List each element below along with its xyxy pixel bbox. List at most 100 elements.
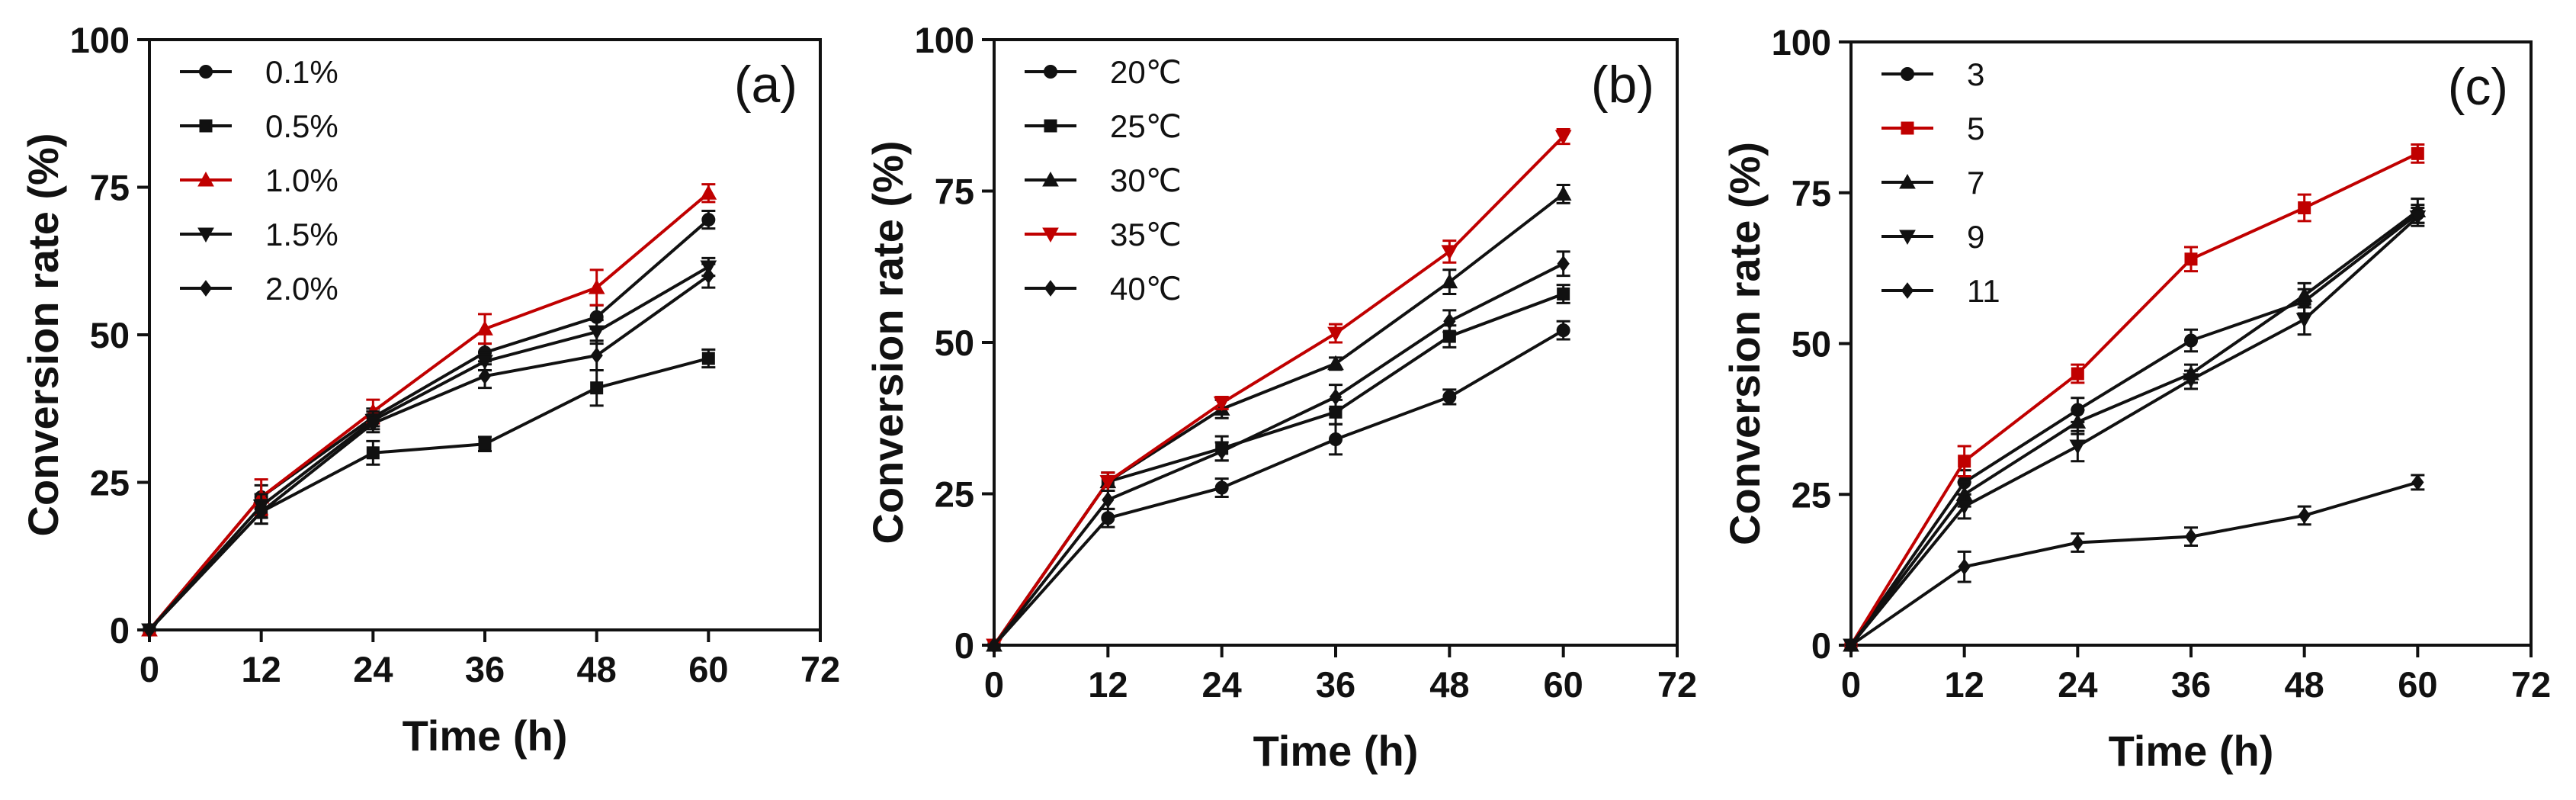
data-point [1101, 511, 1115, 525]
data-point [1554, 130, 1572, 146]
legend-item: 1.0% [180, 162, 338, 198]
panel-label: (b) [1591, 56, 1654, 114]
x-tick-label: 24 [1202, 664, 1242, 705]
data-point [987, 637, 1001, 654]
data-point [1213, 396, 1230, 412]
x-tick-label: 36 [1316, 664, 1355, 705]
data-point [476, 355, 493, 370]
legend-marker [1044, 280, 1057, 297]
y-tick-label: 50 [935, 323, 974, 363]
legend-label: 0.5% [265, 108, 338, 144]
series-line [993, 135, 1565, 647]
series-1 [987, 320, 1570, 652]
legend-item: 0.5% [180, 108, 338, 144]
legend-item: 9 [1881, 219, 1984, 255]
legend-marker [1901, 121, 1914, 135]
chart-panel-1: 0 25 50 75 100 0 12 24 36 48 60 72 Time (h) Conversio… [19, 20, 840, 760]
panel-label: (c) [2448, 58, 2508, 116]
data-point [1958, 558, 1971, 576]
legend-marker [1042, 171, 1059, 187]
legend-item: 7 [1881, 165, 1984, 201]
x-tick-label: 72 [800, 649, 840, 689]
data-point [1443, 313, 1456, 330]
data-point [701, 352, 715, 365]
data-point [1099, 475, 1117, 490]
legend-label: 25℃ [1110, 108, 1182, 144]
x-tick-label: 24 [2058, 664, 2097, 705]
legend-item: 25℃ [1025, 108, 1182, 144]
x-tick-label: 72 [1657, 664, 1697, 705]
data-point [2184, 528, 2198, 545]
series-line [993, 292, 1564, 647]
data-point [590, 381, 604, 395]
x-tick-label: 0 [984, 664, 1004, 705]
data-point [1214, 480, 1229, 495]
data-point [700, 185, 717, 200]
x-tick-label: 12 [242, 649, 281, 689]
legend-label: 30℃ [1110, 162, 1182, 198]
legend-marker [1901, 67, 1914, 81]
data-point [478, 437, 492, 451]
x-tick-label: 12 [1088, 664, 1128, 705]
data-point [1327, 355, 1344, 371]
data-point [2409, 210, 2427, 226]
data-point [1844, 637, 1858, 654]
y-tick-label: 100 [915, 20, 974, 60]
series-line [993, 192, 1564, 647]
data-point [2184, 252, 2198, 266]
series-line [148, 191, 710, 631]
legend-item: 1.5% [180, 217, 338, 252]
legend-marker [199, 119, 213, 133]
x-tick-label: 24 [353, 649, 393, 689]
legend-label: 5 [1967, 111, 1984, 146]
data-point [2071, 534, 2084, 551]
series-line [148, 265, 710, 631]
data-point [1441, 245, 1458, 260]
data-point [2411, 146, 2424, 160]
series-5 [987, 250, 1570, 654]
legend-item: 0.1% [180, 54, 338, 90]
y-tick-label: 25 [1792, 474, 1831, 515]
y-tick-label: 25 [935, 474, 974, 515]
data-point [1442, 390, 1457, 404]
y-tick-label: 50 [90, 315, 130, 355]
series-line [1849, 152, 2419, 647]
series-line [993, 329, 1564, 647]
data-point [2184, 333, 2198, 348]
series-line [1849, 215, 2419, 647]
legend-item: 20℃ [1025, 54, 1182, 90]
x-axis-title: Time (h) [2109, 727, 2274, 775]
legend-marker [199, 280, 213, 297]
legend-label: 9 [1967, 219, 1984, 255]
legend-label: 11 [1967, 273, 2000, 309]
y-tick-label: 75 [90, 168, 130, 208]
panel-label: (a) [734, 56, 797, 114]
x-tick-label: 0 [140, 649, 159, 689]
series-1 [143, 209, 716, 637]
legend-marker [1044, 119, 1057, 133]
data-point [367, 415, 380, 432]
y-tick-label: 25 [90, 463, 130, 503]
x-tick-label: 48 [577, 649, 617, 689]
legend-marker [1899, 173, 1916, 189]
legend-label: 1.5% [265, 217, 338, 252]
x-tick-label: 0 [1841, 664, 1861, 705]
y-tick-label: 100 [70, 20, 130, 60]
data-point [1327, 326, 1344, 342]
data-point [366, 446, 380, 460]
series-4 [986, 128, 1572, 654]
legend-label: 40℃ [1110, 271, 1182, 307]
series-2 [987, 284, 1570, 652]
x-tick-label: 60 [688, 649, 728, 689]
legend: 3 5 7 9 11 [1881, 56, 2000, 309]
legend-label: 2.0% [265, 271, 338, 307]
legend-marker [1899, 230, 1916, 246]
y-tick-label: 0 [954, 625, 974, 666]
legend-item: 40℃ [1025, 271, 1182, 307]
data-point [588, 325, 605, 341]
series-5 [143, 262, 716, 638]
legend-marker [1042, 227, 1059, 243]
data-point [476, 320, 493, 336]
y-axis-title: Conversion rate (%) [864, 141, 912, 545]
